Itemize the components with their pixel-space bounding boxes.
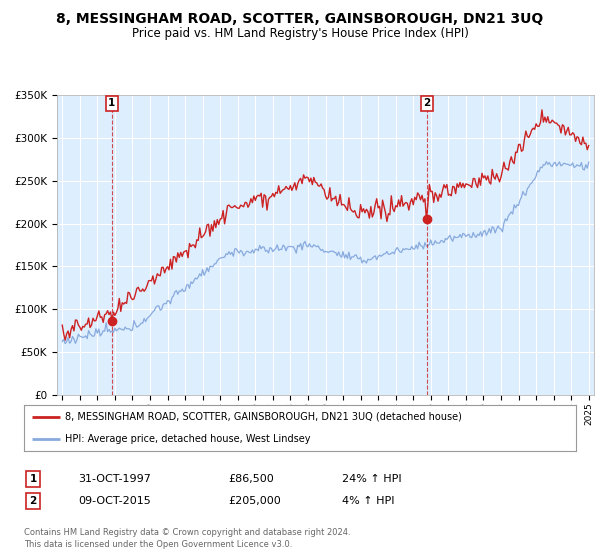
Text: 1: 1 (29, 474, 37, 484)
Text: This data is licensed under the Open Government Licence v3.0.: This data is licensed under the Open Gov… (24, 540, 292, 549)
Text: 09-OCT-2015: 09-OCT-2015 (78, 496, 151, 506)
Text: 8, MESSINGHAM ROAD, SCOTTER, GAINSBOROUGH, DN21 3UQ: 8, MESSINGHAM ROAD, SCOTTER, GAINSBOROUG… (56, 12, 544, 26)
Text: Price paid vs. HM Land Registry's House Price Index (HPI): Price paid vs. HM Land Registry's House … (131, 27, 469, 40)
Text: Contains HM Land Registry data © Crown copyright and database right 2024.: Contains HM Land Registry data © Crown c… (24, 528, 350, 536)
Text: £205,000: £205,000 (228, 496, 281, 506)
Text: 1: 1 (109, 98, 116, 108)
Text: 2: 2 (29, 496, 37, 506)
Text: 2: 2 (423, 98, 430, 108)
Text: 31-OCT-1997: 31-OCT-1997 (78, 474, 151, 484)
Text: £86,500: £86,500 (228, 474, 274, 484)
Text: 8, MESSINGHAM ROAD, SCOTTER, GAINSBOROUGH, DN21 3UQ (detached house): 8, MESSINGHAM ROAD, SCOTTER, GAINSBOROUG… (65, 412, 462, 422)
Text: HPI: Average price, detached house, West Lindsey: HPI: Average price, detached house, West… (65, 434, 311, 444)
Text: 24% ↑ HPI: 24% ↑ HPI (342, 474, 401, 484)
Text: 4% ↑ HPI: 4% ↑ HPI (342, 496, 395, 506)
